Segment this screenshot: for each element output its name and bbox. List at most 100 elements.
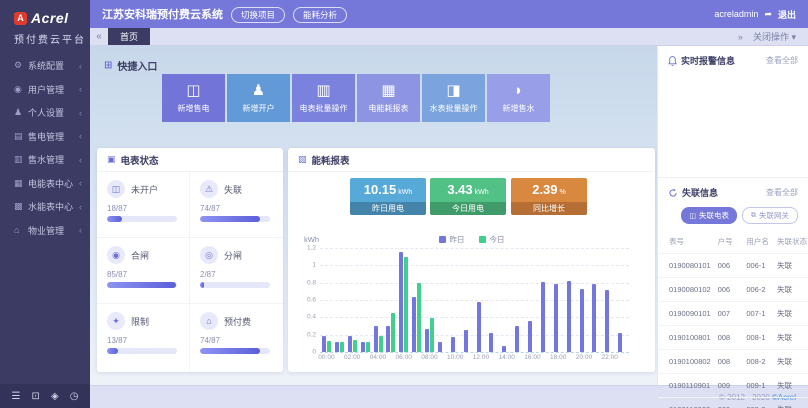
expand-tabs-icon[interactable]: »	[737, 31, 743, 42]
progress-bar-fill	[200, 216, 260, 222]
add-water-sale-button[interactable]: ◗ 新增售水	[487, 74, 550, 122]
status-count: 2/87	[200, 270, 216, 279]
energy-analysis-button[interactable]: 能耗分析	[293, 7, 348, 23]
quick-button-label: 新增售水	[502, 103, 535, 113]
alarm-view-all-link[interactable]: 查看全部	[766, 56, 798, 65]
user-name-cell: 009-1	[746, 373, 778, 398]
user-name-cell: 006-2	[746, 277, 778, 302]
progress-bar-fill	[200, 348, 260, 354]
progress-bar-track	[200, 216, 270, 222]
table-row[interactable]: 0190100801 008 008-1 失联	[658, 325, 808, 350]
table-row[interactable]: 0190080102 006 006-2 失联	[658, 277, 808, 302]
table-row[interactable]: 0190110902009009-2失联	[658, 397, 808, 408]
tab-offline-electric-meters[interactable]: ◫ 失联电表	[681, 207, 737, 224]
y-axis-tick: 0.8	[306, 279, 316, 287]
legend-item-昨日[interactable]: 昨日	[438, 234, 465, 245]
main-content: ⊞ 快捷入口 ◫ 新增售电 ♟ 新增开户 ▥ 电表批量操作 ▦ 电能耗报表 ◨ 水表批量操作 ◗ 新增…	[90, 46, 657, 385]
stat-value: 2.39	[532, 182, 558, 197]
sidebar-item-electricity-sales[interactable]: ▤ 售电管理 ‹	[0, 125, 90, 149]
status-label: 失联	[224, 184, 243, 195]
add-electricity-sale-button[interactable]: ◫ 新增售电	[162, 74, 225, 122]
meter-status-switch-off[interactable]: ◎ 分闸 2/87	[190, 238, 283, 304]
stat-label: 今日用电	[430, 202, 506, 215]
meter-no-cell: 0190100802	[658, 349, 718, 374]
sidebar-item-water-meter-center[interactable]: ▩ 水能表中心 ‹	[0, 195, 90, 219]
switch-project-button[interactable]: 切换项目	[231, 7, 286, 23]
sidebar-item-property-management[interactable]: ⌂ 物业管理 ‹	[0, 219, 90, 243]
meter-status-header: ▣ 电表状态	[97, 148, 283, 172]
username[interactable]: acreladmin	[714, 9, 759, 19]
progress-bar-track	[107, 216, 177, 222]
tab-home[interactable]: 首页	[108, 28, 151, 45]
quick-entry-buttons: ◫ 新增售电 ♟ 新增开户 ▥ 电表批量操作 ▦ 电能耗报表 ◨ 水表批量操作 ◗ 新增售水	[162, 74, 550, 122]
sidebar-item-label: 个人设置	[28, 108, 65, 119]
table-row[interactable]: 0190080101 006 006-1 失联	[658, 253, 808, 278]
meter-batch-operation-button[interactable]: ▥ 电表批量操作	[292, 74, 355, 122]
sidebar-item-system-config[interactable]: ⚙ 系统配置 ‹	[0, 54, 90, 78]
switch-icon: ◎	[200, 246, 218, 264]
signal-icon: ⚠	[200, 180, 218, 198]
alarm-panel-header: 实时报警信息 查看全部	[658, 46, 808, 73]
meter-status-not-opened[interactable]: ◫ 未开户 18/87	[97, 172, 190, 238]
bar-yesterday	[386, 326, 391, 352]
water-batch-operation-button[interactable]: ◨ 水表批量操作	[422, 74, 485, 122]
column-header: 失联状态	[777, 237, 808, 246]
y-axis-tick: 0.4	[306, 313, 316, 321]
sidebar-item-user-management[interactable]: ◉ 用户管理 ‹	[0, 78, 90, 102]
add-account-button[interactable]: ♟ 新增开户	[227, 74, 290, 122]
sidebar-item-electric-meter-center[interactable]: ▦ 电能表中心 ‹	[0, 172, 90, 196]
quick-button-label: 新增开户	[242, 103, 275, 113]
meter-status-prepaid[interactable]: ⌂ 预付费 74/87	[190, 304, 283, 370]
bar-today	[391, 313, 396, 352]
status-top: ⌂ 预付费	[200, 312, 273, 330]
table-row[interactable]: 0190100802 008 008-2 失联	[658, 349, 808, 374]
meter-status-switch-on[interactable]: ◉ 合闸 85/87	[97, 238, 190, 304]
column-header: 用户名	[746, 237, 769, 246]
meter-status-restricted[interactable]: ✦ 限制 13/87	[97, 304, 190, 370]
offline-panel-title: 失联信息	[668, 186, 718, 199]
hamburger-icon[interactable]: ☰	[11, 390, 21, 402]
energy-report-header: ▧ 能耗报表	[288, 148, 655, 172]
energy-stat-cards: 10.15 kWh 昨日用电 3.43 kWh 今日用电 2.39% 同比增长	[288, 178, 655, 215]
progress-bar-fill	[107, 282, 176, 288]
sidebar-item-water-sales[interactable]: ▥ 售水管理 ‹	[0, 148, 90, 172]
bar-yesterday	[373, 326, 378, 352]
legend-label: 昨日	[449, 235, 465, 244]
monitor-icon[interactable]: ⊡	[31, 390, 40, 402]
table-row[interactable]: 0190090101 007 007-1 失联	[658, 301, 808, 326]
sidebar-nav: ⚙ 系统配置 ‹ ◉ 用户管理 ‹ ♟ 个人设置 ‹ ▤ 售电管理 ‹ ▥ 售水管理 ‹ ▦ 电能表中心 ‹ ▩ 水能…	[0, 54, 90, 242]
logout-button[interactable]: 退出	[777, 9, 796, 20]
bar-today	[339, 341, 344, 352]
gridline	[320, 334, 629, 336]
x-axis-tick: 04:00	[369, 354, 387, 361]
close-operations-menu[interactable]: 关闭操作 ▾	[752, 32, 796, 42]
energy-report-button[interactable]: ▦ 电能耗报表	[357, 74, 420, 122]
table-row[interactable]: 0190110901 009 009-1 失联	[658, 373, 808, 398]
grid-icon: ⊞	[104, 60, 113, 71]
status-label: 预付费	[224, 316, 252, 327]
bar-yesterday	[437, 341, 442, 352]
account-no-cell: 008	[717, 325, 747, 350]
chevron-left-icon: ‹	[79, 84, 82, 95]
energy-report-panel: ▧ 能耗报表 10.15 kWh 昨日用电 3.43 kWh 今日用电 2.39% 同比增长 …	[288, 148, 655, 372]
lock-icon[interactable]: ◈	[50, 390, 59, 402]
panel-divider	[658, 177, 808, 178]
clock-icon[interactable]: ◷	[69, 390, 79, 402]
account-no-cell: 006	[717, 253, 747, 278]
progress-bar-fill	[200, 282, 204, 288]
sidebar-item-personal-settings[interactable]: ♟ 个人设置 ‹	[0, 101, 90, 125]
tab-offline-gateways[interactable]: ⧉ 失联网关	[742, 207, 798, 224]
brand-logo: A Acrel	[0, 0, 90, 28]
user-name-cell: 007-1	[746, 301, 778, 326]
status-count: 74/87	[200, 204, 221, 213]
progress-bar-track	[107, 282, 177, 288]
meter-status-offline[interactable]: ⚠ 失联 74/87	[190, 172, 283, 238]
legend-item-今日[interactable]: 今日	[478, 234, 505, 245]
meter-no-cell: 0190110902	[658, 397, 718, 408]
offline-view-all-link[interactable]: 查看全部	[766, 188, 798, 197]
column-header: 户号	[717, 237, 733, 246]
x-axis-tick: 06:00	[395, 354, 412, 361]
collapse-tabs-icon[interactable]: «	[96, 31, 102, 42]
right-panel: 实时报警信息 查看全部 失联信息 查看全部 ◫ 失联电表 ⧉ 失联网关 表号 户号 用户名…	[657, 46, 808, 408]
offline-status-cell: 失联	[777, 373, 808, 398]
